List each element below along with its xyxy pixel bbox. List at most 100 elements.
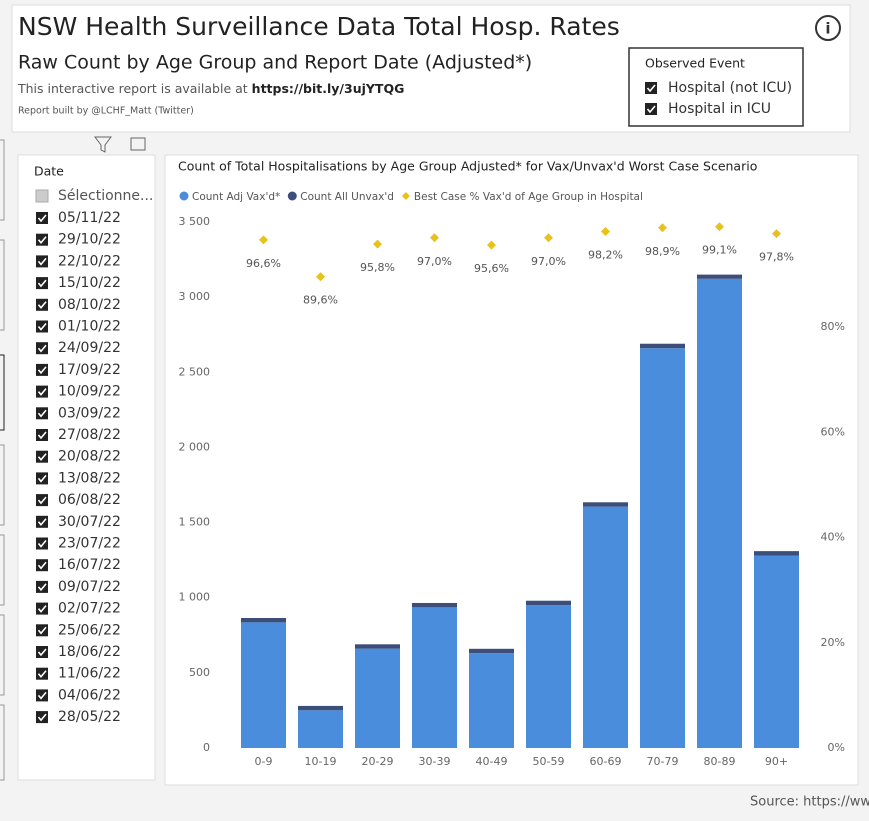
- checkbox[interactable]: [36, 559, 48, 572]
- select-all[interactable]: Sélectionne...: [58, 188, 153, 204]
- checkbox[interactable]: [36, 233, 48, 246]
- side-stubs: [0, 139, 5, 781]
- focus-icon[interactable]: [130, 137, 146, 151]
- slicer-item[interactable]: 10/09/22: [58, 384, 121, 400]
- slicer-item[interactable]: 04/06/22: [58, 687, 121, 703]
- checkmark: [37, 474, 47, 483]
- bar-segment: [298, 705, 343, 711]
- data-label: 99,1%: [702, 244, 737, 257]
- link-text: This interactive report is available at: [17, 81, 248, 96]
- y-tick-label: 1 500: [179, 516, 211, 529]
- point: [430, 233, 439, 243]
- event-filter: [628, 47, 804, 127]
- checkbox[interactable]: [36, 407, 48, 420]
- data-label: 95,8%: [360, 261, 395, 274]
- checkbox[interactable]: [36, 515, 48, 528]
- bar-segment: [412, 602, 457, 608]
- slicer-item[interactable]: 28/05/22: [58, 709, 121, 725]
- checkmark: [37, 453, 47, 461]
- slicer-item[interactable]: 25/06/22: [58, 622, 121, 638]
- checkbox[interactable]: [645, 103, 657, 115]
- slicer-item[interactable]: 20/08/22: [58, 449, 121, 465]
- credit: Report built by @LCHF_Matt (Twitter): [18, 106, 194, 117]
- bar-segment: [469, 648, 514, 654]
- checkbox[interactable]: [645, 82, 657, 94]
- x-tick-label: 0-9: [255, 755, 273, 768]
- event-item[interactable]: Hospital in ICU: [668, 101, 771, 117]
- link[interactable]: https://bit.ly/3ujYTQG: [252, 81, 405, 96]
- y-tick-label: 0: [203, 741, 210, 754]
- checkbox[interactable]: [36, 580, 48, 593]
- filter-icon[interactable]: [94, 136, 112, 153]
- slicer-item[interactable]: 02/07/22: [58, 601, 121, 617]
- bar-segment: [526, 600, 571, 606]
- bar-segment: [412, 607, 457, 748]
- checkmark: [37, 583, 47, 592]
- slicer-item[interactable]: 23/07/22: [58, 536, 121, 552]
- bar-segment: [640, 343, 685, 349]
- legend-marker: [179, 191, 189, 201]
- bar-segment: [754, 555, 799, 748]
- slicer-item[interactable]: 01/10/22: [58, 319, 121, 335]
- slicer-item[interactable]: 16/07/22: [58, 557, 121, 573]
- slicer-item[interactable]: 22/10/22: [58, 253, 121, 269]
- slicer-item[interactable]: 06/08/22: [58, 492, 121, 508]
- chart-title: Count of Total Hospitalisations by Age G…: [178, 159, 757, 174]
- slicer-item[interactable]: 03/09/22: [58, 405, 121, 421]
- checkbox[interactable]: [36, 429, 48, 441]
- slicer-card: [17, 154, 156, 781]
- checkbox[interactable]: [36, 277, 48, 290]
- slicer-item[interactable]: 29/10/22: [58, 232, 121, 248]
- checkbox[interactable]: [36, 602, 48, 615]
- checkbox[interactable]: [36, 472, 48, 485]
- slicer-item[interactable]: 15/10/22: [58, 275, 121, 291]
- bar-segment: [355, 644, 400, 649]
- checkbox[interactable]: [36, 363, 48, 376]
- slicer-item[interactable]: 05/11/22: [58, 210, 121, 226]
- checkbox[interactable]: [36, 646, 48, 658]
- checkmark: [37, 279, 47, 288]
- info-icon[interactable]: [815, 15, 841, 41]
- slicer-item[interactable]: 30/07/22: [58, 514, 121, 530]
- checkbox[interactable]: [36, 320, 48, 333]
- checkbox[interactable]: [36, 624, 48, 637]
- slicer-item[interactable]: 11/06/22: [58, 666, 121, 682]
- checkbox[interactable]: [36, 298, 48, 311]
- slicer-item[interactable]: 08/10/22: [58, 297, 121, 313]
- slicer-item[interactable]: 24/09/22: [58, 340, 121, 356]
- slicer-item[interactable]: 27/08/22: [58, 427, 121, 443]
- checkmark: [37, 257, 47, 266]
- checkbox[interactable]: [36, 689, 48, 702]
- checkbox[interactable]: [36, 385, 48, 398]
- bar-segment: [697, 278, 742, 748]
- checkmark: [37, 322, 47, 331]
- slicer-item[interactable]: 17/09/22: [58, 362, 121, 378]
- data-label: 98,2%: [588, 248, 623, 261]
- checkbox[interactable]: [36, 342, 48, 355]
- checkbox[interactable]: [36, 450, 48, 463]
- bar-segment: [298, 710, 343, 748]
- legend-marker: [401, 192, 410, 200]
- point: [316, 272, 325, 282]
- event-item[interactable]: Hospital (not ICU): [668, 80, 792, 96]
- bar-segment: [355, 648, 400, 748]
- checkmark: [37, 344, 47, 353]
- slicer-item[interactable]: 09/07/22: [58, 579, 121, 595]
- checkbox[interactable]: [36, 667, 48, 680]
- select-all-box[interactable]: [35, 189, 49, 203]
- checkmark: [37, 409, 47, 418]
- checkmark: [37, 648, 47, 657]
- data-label: 89,6%: [303, 294, 338, 307]
- slicer-item[interactable]: 18/06/22: [58, 644, 121, 660]
- checkbox[interactable]: [36, 212, 48, 224]
- checkbox[interactable]: [36, 494, 48, 507]
- checkmark: [37, 496, 47, 505]
- slicer-title: Date: [34, 164, 64, 179]
- checkbox[interactable]: [36, 537, 48, 550]
- checkbox[interactable]: [36, 711, 48, 724]
- point: [487, 240, 496, 250]
- checkbox[interactable]: [36, 255, 48, 268]
- subtitle: Raw Count by Age Group and Report Date (…: [18, 52, 532, 74]
- slicer-item[interactable]: 13/08/22: [58, 470, 121, 486]
- point: [772, 229, 781, 239]
